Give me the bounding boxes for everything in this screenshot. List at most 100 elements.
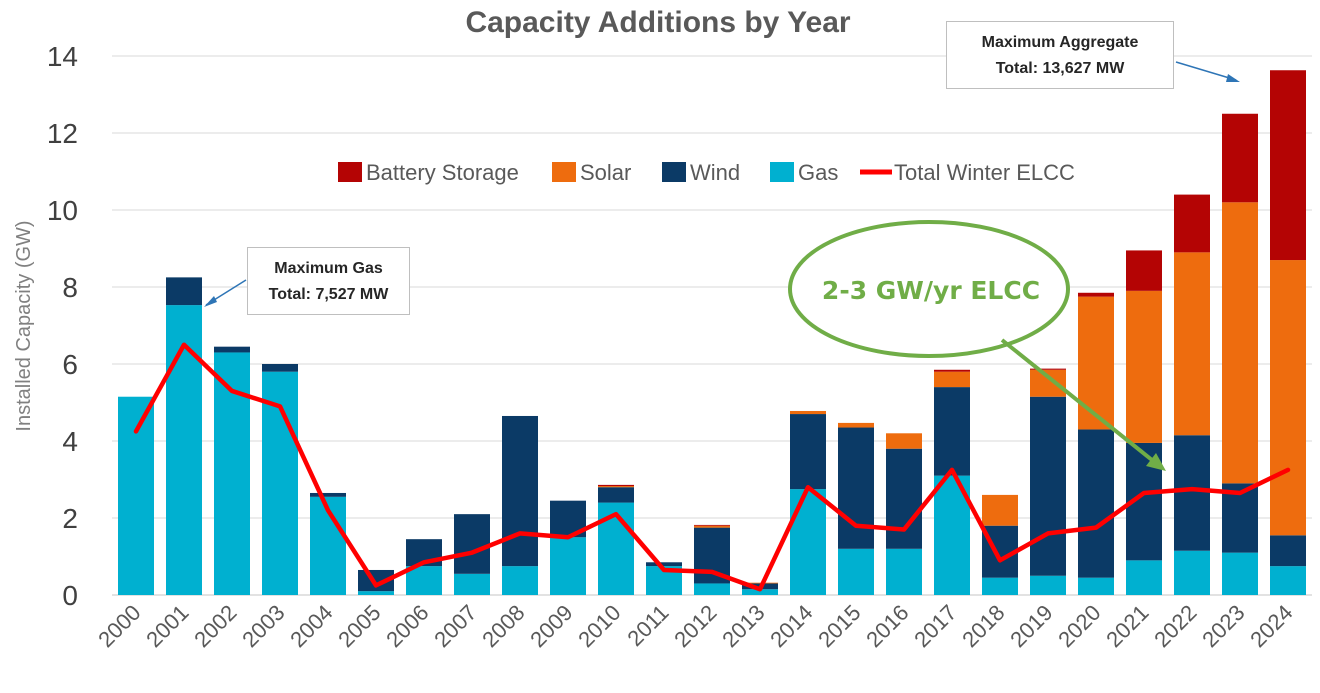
- elcc-arrow: [1000, 338, 1154, 462]
- y-tick-label: 8: [62, 272, 78, 303]
- bar-wind-2011: [646, 562, 682, 567]
- x-tick-label-2010: 2010: [573, 600, 625, 652]
- legend-swatch-gas: [770, 162, 794, 182]
- elcc-ellipse: [788, 220, 1070, 358]
- x-tick-label-2019: 2019: [1005, 600, 1057, 652]
- bar-gas-2009: [550, 537, 586, 595]
- y-tick-label: 10: [47, 195, 78, 226]
- x-tick-label-2013: 2013: [717, 600, 769, 652]
- bar-wind-2004: [310, 492, 346, 497]
- bar-wind-2024: [1270, 535, 1306, 567]
- bar-gas-2007: [454, 573, 490, 595]
- y-tick-label: 12: [47, 118, 78, 149]
- bar-wind-2019: [1030, 396, 1066, 576]
- bar-wind-2008: [502, 415, 538, 567]
- bar-wind-2001: [166, 277, 202, 306]
- bar-gas-2005: [358, 591, 394, 595]
- legend-label-elcc: Total Winter ELCC: [894, 160, 1075, 185]
- y-tick-label: 0: [62, 580, 78, 611]
- bar-solar-2012: [694, 525, 730, 528]
- bar-wind-2017: [934, 387, 970, 476]
- legend-swatch-wind: [662, 162, 686, 182]
- bar-gas-2014: [790, 489, 826, 595]
- legend-swatch-solar: [552, 162, 576, 182]
- x-tick-label-2024: 2024: [1245, 600, 1297, 652]
- bar-solar-2022: [1174, 252, 1210, 436]
- bars: [118, 70, 1306, 595]
- max-aggregate-callout: Maximum Aggregate Total: 13,627 MW: [946, 21, 1174, 89]
- bar-wind-2002: [214, 346, 250, 353]
- x-tick-label-2021: 2021: [1101, 600, 1153, 652]
- bar-gas-2013: [742, 589, 778, 595]
- bar-wind-2014: [790, 414, 826, 490]
- x-tick-label-2002: 2002: [189, 600, 241, 652]
- bar-gas-2000: [118, 396, 154, 595]
- chart-title: Capacity Additions by Year: [465, 6, 850, 39]
- max-gas-callout-line2: Total: 7,527 MW: [268, 286, 389, 303]
- x-tick-label-2000: 2000: [93, 600, 145, 652]
- bar-solar-2023: [1222, 202, 1258, 484]
- x-tick-label-2003: 2003: [237, 600, 289, 652]
- x-tick-label-2009: 2009: [525, 600, 577, 652]
- bar-solar-2024: [1270, 260, 1306, 536]
- bar-solar-2016: [886, 433, 922, 449]
- elcc-ellipse-text: 2-3 GW/yr ELCC: [822, 276, 1040, 305]
- legend: Battery Storage Solar Wind Gas Total Win…: [338, 160, 1075, 185]
- x-tick-label-2015: 2015: [813, 600, 865, 652]
- bar-gas-2024: [1270, 566, 1306, 595]
- x-tick-label-2006: 2006: [381, 600, 433, 652]
- legend-label-gas: Gas: [798, 160, 838, 185]
- bar-solar-2021: [1126, 290, 1162, 443]
- elcc-line-group: [133, 342, 1291, 592]
- max-gas-arrowhead: [204, 296, 217, 307]
- x-tick-label-2001: 2001: [141, 600, 193, 652]
- bar-gas-2022: [1174, 550, 1210, 595]
- bar-gas-2019: [1030, 575, 1066, 595]
- y-tick-label: 4: [62, 426, 78, 457]
- x-tick-label-2004: 2004: [285, 600, 337, 652]
- bar-battery-storage-2010: [598, 484, 634, 487]
- bar-solar-2010: [598, 486, 634, 488]
- y-tick-label: 2: [62, 503, 78, 534]
- legend-swatch-battery: [338, 162, 362, 182]
- y-axis-label: Installed Capacity (GW): [13, 220, 35, 431]
- bar-gas-2018: [982, 577, 1018, 595]
- x-tick-label-2020: 2020: [1053, 600, 1105, 652]
- bar-gas-2021: [1126, 560, 1162, 595]
- x-tick-label-2017: 2017: [909, 600, 961, 652]
- x-tick-label-2011: 2011: [622, 600, 673, 651]
- bar-wind-2020: [1078, 429, 1114, 578]
- bar-gas-2006: [406, 566, 442, 595]
- max-aggregate-callout-line1: Maximum Aggregate: [981, 34, 1139, 51]
- x-tick-label-2016: 2016: [861, 600, 913, 652]
- max-aggregate-arrow: [1175, 61, 1237, 81]
- bar-gas-2023: [1222, 552, 1258, 595]
- y-axis-ticks: 0 2 4 6 8 10 12 14: [47, 41, 78, 611]
- x-tick-label-2018: 2018: [957, 600, 1009, 652]
- bar-battery-storage-2024: [1270, 70, 1306, 261]
- bar-wind-2015: [838, 427, 874, 549]
- legend-label-battery: Battery Storage: [366, 160, 519, 185]
- y-tick-label: 6: [62, 349, 78, 380]
- bar-wind-2016: [886, 448, 922, 549]
- bar-battery-storage-2020: [1078, 292, 1114, 297]
- bar-solar-2013: [742, 582, 778, 584]
- bar-wind-2022: [1174, 435, 1210, 551]
- bar-solar-2014: [790, 410, 826, 415]
- y-tick-label: 14: [47, 41, 78, 72]
- x-tick-label-2023: 2023: [1197, 600, 1249, 652]
- max-aggregate-arrowhead: [1226, 74, 1240, 82]
- legend-label-wind: Wind: [690, 160, 740, 185]
- max-gas-callout-line1: Maximum Gas: [274, 260, 383, 277]
- x-tick-label-2008: 2008: [477, 600, 529, 652]
- legend-label-solar: Solar: [580, 160, 631, 185]
- bar-battery-storage-2023: [1222, 113, 1258, 203]
- bar-gas-2008: [502, 566, 538, 595]
- max-gas-callout: Maximum Gas Total: 7,527 MW: [247, 247, 410, 315]
- bar-wind-2003: [262, 364, 298, 372]
- bar-gas-2016: [886, 548, 922, 595]
- bar-solar-2018: [982, 494, 1018, 526]
- bar-gas-2015: [838, 548, 874, 595]
- bar-solar-2015: [838, 422, 874, 428]
